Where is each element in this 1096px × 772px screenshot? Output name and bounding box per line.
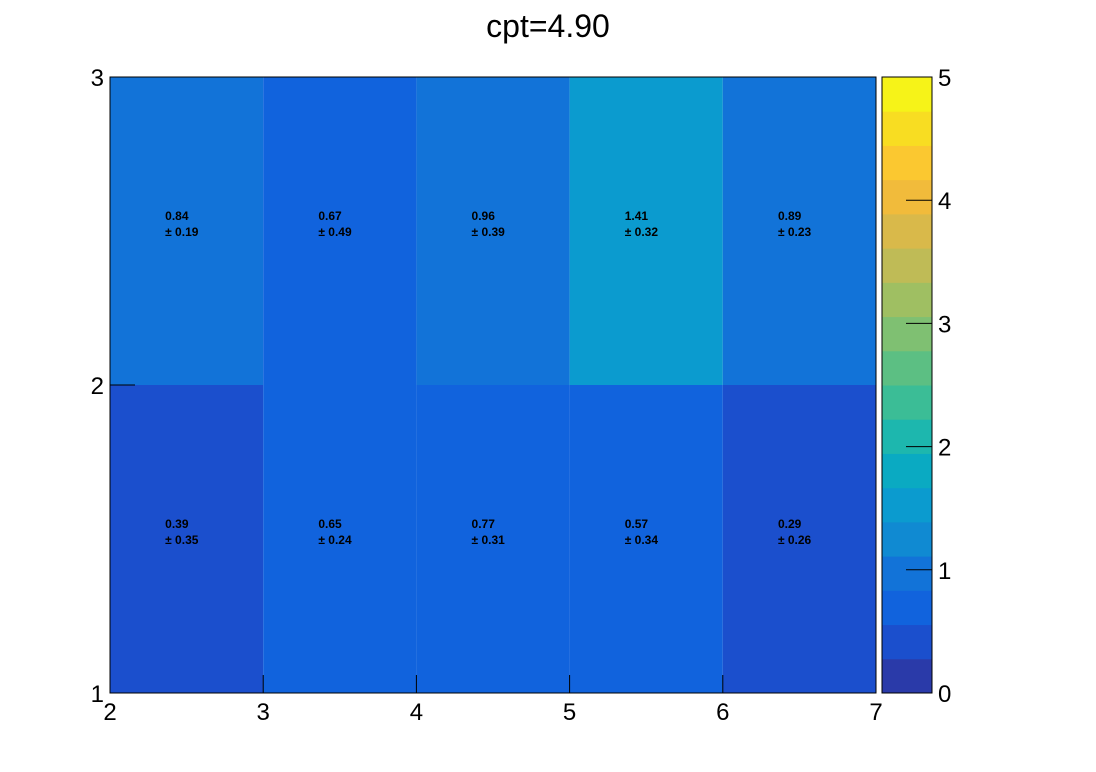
colorbar-swatch	[882, 145, 932, 181]
cell-value-label: 0.29	[778, 517, 802, 531]
cell-value-label: 0.89	[778, 209, 802, 223]
colorbar-tick-label: 1	[938, 558, 951, 585]
heatmap-cell	[722, 385, 876, 693]
x-tick-label: 2	[103, 699, 116, 726]
colorbar-tick-label: 2	[938, 435, 951, 462]
heatmap-cell	[110, 385, 264, 693]
colorbar-swatch	[882, 521, 932, 557]
cell-error-label: ± 0.32	[625, 225, 659, 239]
heatmap-cell	[416, 77, 570, 385]
colorbar-tick-label: 4	[938, 188, 951, 215]
heatmap-cell	[263, 385, 417, 693]
chart-title: cpt=4.90	[486, 8, 610, 44]
colorbar-swatch	[882, 556, 932, 591]
x-tick-label: 7	[869, 699, 882, 726]
cell-value-label: 0.39	[165, 517, 189, 531]
cell-value-label: 0.65	[318, 517, 342, 531]
heatmap-cell	[263, 77, 417, 385]
colorbar-swatch	[882, 213, 932, 249]
colorbar-swatch	[882, 487, 932, 523]
heatmap-cell	[569, 385, 723, 693]
colorbar-swatch	[882, 248, 932, 283]
colorbar-swatch	[882, 419, 932, 454]
colorbar-tick-label: 0	[938, 681, 951, 708]
cell-error-label: ± 0.39	[472, 225, 506, 239]
cell-value-label: 0.57	[625, 517, 649, 531]
cell-value-label: 0.77	[472, 517, 496, 531]
colorbar-swatch	[882, 453, 932, 489]
colorbar-swatch	[882, 624, 932, 660]
cell-value-label: 1.41	[625, 209, 649, 223]
colorbar-swatch	[882, 385, 932, 420]
colorbar-swatch	[882, 350, 932, 386]
x-tick-label: 6	[716, 699, 729, 726]
colorbar-swatch	[882, 590, 932, 626]
colorbar-tick-label: 3	[938, 311, 951, 338]
colorbar-swatch	[882, 179, 932, 215]
color-scale: 0 1 2 3 4 5	[881, 65, 951, 708]
x-tick-label: 5	[563, 699, 576, 726]
cell-value-label: 0.67	[318, 209, 342, 223]
y-tick-label: 3	[91, 65, 104, 92]
y-tick-label: 1	[91, 681, 104, 708]
heatmap-cell	[722, 77, 876, 385]
cell-value-label: 0.84	[165, 209, 189, 223]
colorbar-swatch	[882, 282, 932, 318]
heatmap-cell	[110, 77, 264, 385]
cell-error-label: ± 0.34	[625, 533, 659, 547]
cell-labels: 0.39 ± 0.35 0.65 ± 0.24 0.77 ± 0.31 0.57 ± 0.34…	[165, 209, 811, 547]
cell-error-label: ± 0.35	[165, 533, 199, 547]
colorbar-swatch	[882, 316, 932, 352]
y-tick-label: 2	[91, 373, 104, 400]
x-tick-label: 4	[410, 699, 423, 726]
heatmap-cells	[110, 77, 876, 693]
heatmap-cell	[416, 385, 570, 693]
cell-error-label: ± 0.23	[778, 225, 812, 239]
colorbar-swatch	[882, 77, 932, 112]
colorbar-swatch	[882, 111, 932, 146]
cell-error-label: ± 0.24	[318, 533, 352, 547]
cell-value-label: 0.96	[472, 209, 496, 223]
cell-error-label: ± 0.26	[778, 533, 812, 547]
cell-error-label: ± 0.49	[318, 225, 352, 239]
cell-error-label: ± 0.31	[472, 533, 506, 547]
x-tick-label: 3	[257, 699, 270, 726]
heatmap-cell	[569, 77, 723, 385]
colorbar-tick-label: 5	[938, 65, 951, 92]
colorbar-swatch	[882, 658, 932, 694]
cell-error-label: ± 0.19	[165, 225, 199, 239]
